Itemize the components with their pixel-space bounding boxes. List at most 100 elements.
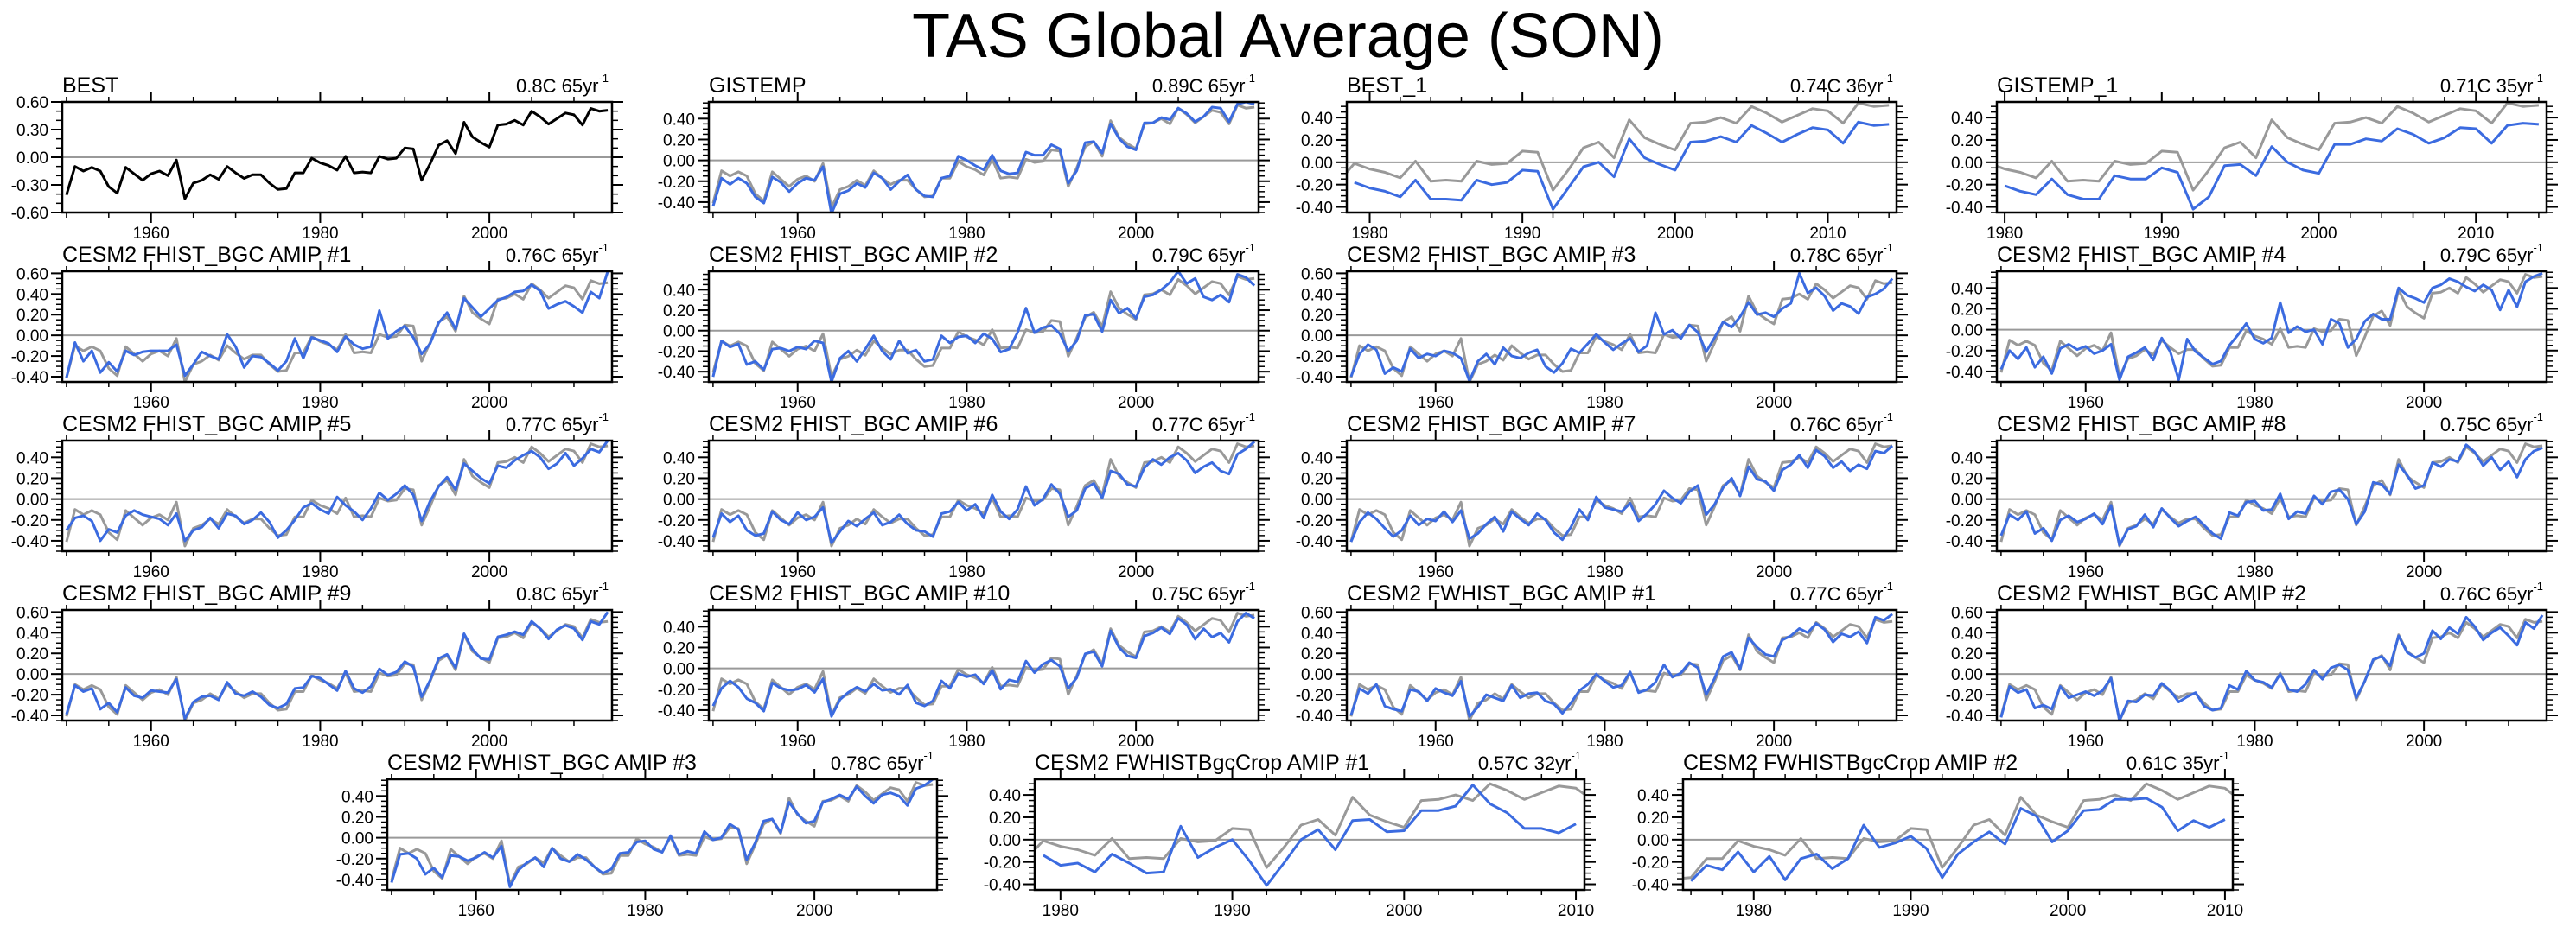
y-tick-label: -0.20 <box>1946 343 1983 361</box>
x-tick-label: 2000 <box>1756 563 1792 581</box>
model-series-line <box>711 271 1256 382</box>
trend-exponent: -1 <box>1883 241 1893 254</box>
best-reference-line <box>65 442 609 548</box>
y-tick-label: 0.20 <box>16 470 48 488</box>
y-tick-label: -0.60 <box>11 205 48 223</box>
plot-frame <box>1995 100 2548 214</box>
y-tick-label: 0.40 <box>1951 110 1983 128</box>
trend-exponent: -1 <box>1883 410 1893 423</box>
panel-plot: 0.40 0.20 0.00 -0.20 -0.40 1960 1980 2000 <box>1946 261 2558 412</box>
model-series-line <box>1354 120 1890 211</box>
panel-plot: 0.40 0.20 0.00 -0.20 -0.40 1960 1980 2000 <box>1946 430 2558 581</box>
y-tick-label: -0.40 <box>1296 369 1333 387</box>
y-tick-label: -0.20 <box>11 348 48 366</box>
y-tick-label: -0.40 <box>1296 708 1333 726</box>
panel: BEST_1 0.74C 36yr-1 0.40 0.20 0.00 -0.20 -0.40… <box>1296 73 1908 243</box>
model-series-line <box>1999 443 2543 547</box>
y-tick-label: 0.60 <box>1301 265 1333 283</box>
y-tick-label: -0.20 <box>1296 512 1333 530</box>
y-tick-label: 0.00 <box>1951 322 1983 340</box>
best-reference-line <box>1997 102 2540 192</box>
x-tick-label: 1980 <box>302 225 338 243</box>
panel-plot: 0.40 0.20 0.00 -0.20 -0.40 1980 1990 2000 2010 <box>984 769 1596 920</box>
y-tick-label: -0.20 <box>1946 177 1983 195</box>
y-tick-label: 0.40 <box>663 449 695 467</box>
y-tick-label: 0.30 <box>16 122 48 140</box>
trend-value: 0.76C 65yr <box>505 245 599 266</box>
x-tick-label: 1980 <box>1586 733 1623 751</box>
panel-plot: 0.60 0.40 0.20 0.00 -0.20 -0.40 1960 1980 2000 <box>11 600 623 751</box>
y-tick-label: 0.20 <box>1301 470 1333 488</box>
trend-stat: 0.89C 65yr-1 <box>1152 73 1255 98</box>
panel-title: CESM2 FHIST_BGC AMIP #10 <box>709 581 1011 606</box>
y-tick-label: 0.20 <box>341 809 373 827</box>
plot-frame <box>386 778 939 892</box>
y-tick-label: 0.40 <box>1637 787 1669 805</box>
panel: CESM2 FHIST_BGC AMIP #3 0.78C 65yr-1 0.60 0… <box>1296 242 1908 412</box>
plot-frame <box>1681 778 2235 892</box>
panel: CESM2 FHIST_BGC AMIP #9 0.8C 65yr-1 0.60 0.… <box>11 581 623 751</box>
x-tick-label: 1960 <box>780 733 816 751</box>
panel-plot: 0.60 0.40 0.20 0.00 -0.20 -0.40 1960 1980 2000 <box>1946 600 2558 751</box>
y-tick-label: 0.00 <box>663 323 695 341</box>
trend-stat: 0.75C 65yr-1 <box>2440 411 2543 436</box>
x-tick-label: 2000 <box>1118 733 1154 751</box>
y-tick-label: 0.20 <box>1301 307 1333 325</box>
y-tick-label: 0.40 <box>16 449 48 467</box>
x-tick-label: 2000 <box>1386 902 1422 920</box>
panel: CESM2 FHIST_BGC AMIP #2 0.79C 65yr-1 0.40 0… <box>658 242 1270 412</box>
trend-stat: 0.76C 65yr-1 <box>1790 411 1893 436</box>
y-tick-label: 0.20 <box>16 645 48 664</box>
y-tick-label: 0.20 <box>663 131 695 149</box>
x-tick-label: 1990 <box>2144 225 2180 243</box>
panel: CESM2 FHIST_BGC AMIP #5 0.77C 65yr-1 0.40 0… <box>11 411 623 581</box>
x-tick-label: 1960 <box>1418 733 1454 751</box>
panel-title: CESM2 FHIST_BGC AMIP #2 <box>709 243 998 267</box>
y-tick-label: -0.40 <box>1946 533 1983 551</box>
y-tick-label: 0.00 <box>1637 832 1669 850</box>
y-tick-label: 0.00 <box>1951 666 1983 684</box>
y-tick-label: 0.00 <box>341 830 373 848</box>
x-tick-label: 2000 <box>1657 225 1693 243</box>
y-tick-label: -0.40 <box>1946 708 1983 726</box>
plot-frame <box>707 270 1260 384</box>
y-tick-label: 0.00 <box>1301 155 1333 173</box>
trend-exponent: -1 <box>2533 410 2543 423</box>
y-tick-label: -0.20 <box>336 851 373 869</box>
x-tick-label: 2000 <box>1118 563 1154 581</box>
y-tick-label: -0.40 <box>1296 200 1333 218</box>
x-tick-label: 1960 <box>458 902 494 920</box>
panel-plot: 0.60 0.40 0.20 0.00 -0.20 -0.40 1960 1980 2000 <box>11 261 623 412</box>
plot-frame <box>707 100 1260 214</box>
panel: CESM2 FWHIST_BGC AMIP #3 0.78C 65yr-1 0.40… <box>336 750 948 920</box>
trend-exponent: -1 <box>923 749 934 762</box>
panel-title: CESM2 FHIST_BGC AMIP #5 <box>62 412 352 436</box>
trend-stat: 0.77C 65yr-1 <box>1151 411 1255 436</box>
trend-stat: 0.79C 65yr-1 <box>2440 242 2543 267</box>
trend-stat: 0.77C 65yr-1 <box>506 411 609 436</box>
y-tick-label: -0.40 <box>11 708 48 726</box>
x-tick-label: 2000 <box>2300 225 2337 243</box>
plot-frame <box>1995 608 2548 722</box>
x-tick-label: 1960 <box>133 225 169 243</box>
y-tick-label: 0.40 <box>663 111 695 129</box>
y-tick-label: 0.20 <box>663 302 695 321</box>
model-series-line <box>1349 444 1894 543</box>
panel-plot: 0.40 0.20 0.00 -0.20 -0.40 1960 1980 2000 <box>658 600 1270 751</box>
y-tick-label: 0.40 <box>1951 625 1983 643</box>
x-tick-label: 1960 <box>780 394 816 412</box>
panel-title: BEST_1 <box>1347 73 1428 98</box>
y-tick-label: -0.40 <box>658 194 695 213</box>
y-tick-label: -0.40 <box>984 877 1021 895</box>
best-reference-line <box>1035 782 1584 869</box>
trend-value: 0.77C 65yr <box>1151 414 1246 435</box>
panel: CESM2 FHIST_BGC AMIP #8 0.75C 65yr-1 0.40 0… <box>1946 411 2558 581</box>
x-tick-label: 1960 <box>133 733 169 751</box>
y-tick-label: 0.20 <box>663 639 695 657</box>
trend-value: 0.77C 65yr <box>1789 583 1884 605</box>
trend-stat: 0.76C 65yr-1 <box>2440 581 2543 606</box>
y-tick-label: -0.40 <box>1632 877 1669 895</box>
panel-title: CESM2 FHIST_BGC AMIP #8 <box>1997 412 2286 436</box>
best-reference-line <box>1683 782 2233 880</box>
trend-stat: 0.77C 65yr-1 <box>1789 581 1893 606</box>
